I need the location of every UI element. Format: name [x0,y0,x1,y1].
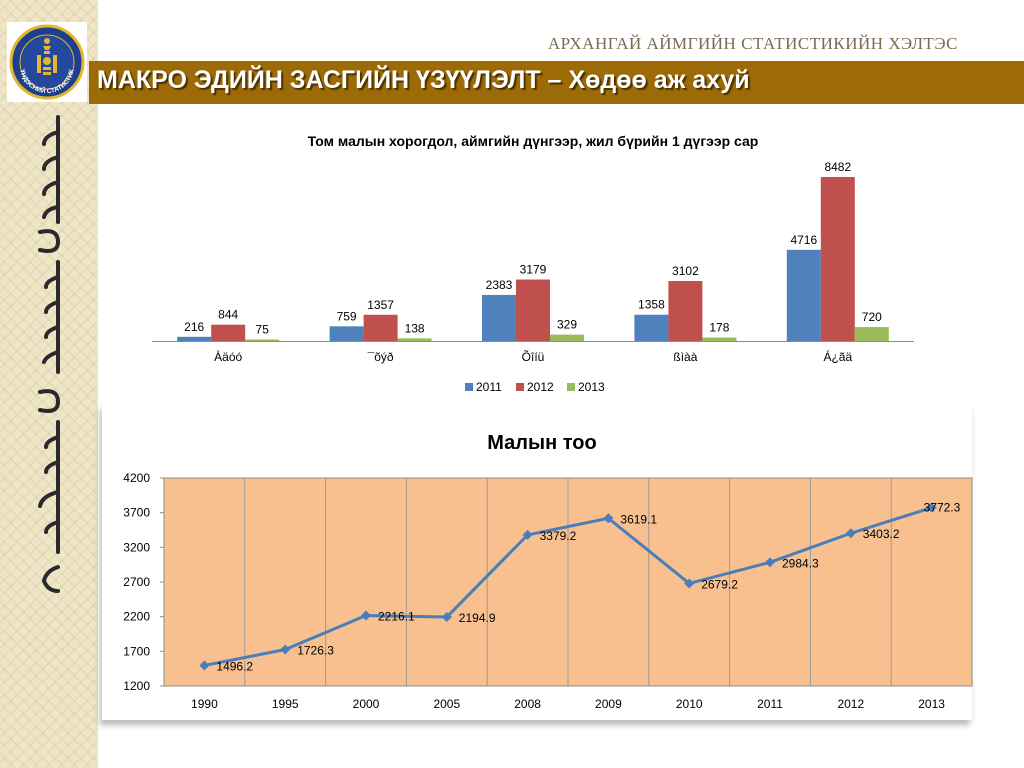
x-tick-label: 2010 [676,697,703,711]
line-chart-title: Малын тоо [487,432,597,454]
bar [786,249,821,341]
legend-label: 2013 [578,380,605,394]
y-tick-label: 2200 [123,610,150,624]
bar [482,294,516,341]
x-tick-label: 1995 [272,697,299,711]
x-tick-label: 1990 [191,697,218,711]
data-label: 3619.1 [620,512,657,526]
data-label: 178 [709,321,729,335]
data-label: 8482 [824,160,851,174]
bar [245,339,280,341]
data-point-marker [280,644,291,655]
category-tick-label: ¯õýð [367,350,394,364]
data-label: 844 [218,308,238,322]
data-label: 3772.3 [924,501,961,515]
legend-label: 2012 [527,380,554,394]
data-point-marker [441,612,452,623]
bar [668,281,703,341]
data-label: 2984.3 [782,556,819,570]
data-label: 138 [405,321,425,335]
data-label: 2383 [486,278,513,292]
legend-swatch [567,383,575,391]
series-line [204,506,933,667]
data-label: 1358 [638,298,665,312]
y-tick-label: 2700 [123,575,150,589]
data-point-marker [765,557,775,568]
bar [516,279,550,341]
livestock-loss-bar-chart: 216 844 75 Àäóó 759 1357 138 ¯õýð 2383 3179 329 Õîí… [152,160,914,394]
legend-label: 2011 [476,380,502,394]
data-label: 1496.2 [216,659,253,673]
data-point-marker [361,610,371,621]
bar [177,336,212,341]
y-tick-label: 3200 [123,540,150,554]
y-tick-label: 1200 [123,679,150,693]
y-tick-label: 4200 [123,471,150,485]
title-banner [89,61,1024,104]
statistics-logo: ҮНДЭСНИЙ СТАТИСТИК [7,22,87,102]
mongolian-script-decoration [38,115,61,593]
category-tick-label: Á¿ãä [823,349,852,364]
data-label: 759 [337,309,357,323]
data-label: 1726.3 [297,644,334,658]
legend-swatch [516,383,524,391]
bar-chart-title: Том малын хорогдол, аймгийн дүнгээр, жил… [307,133,759,149]
slide-title: МАКРО ЭДИЙН ЗАСГИЙН ҮЗҮҮЛЭЛТ – Хөдөө аж … [97,66,750,94]
x-tick-label: 2009 [595,697,622,711]
data-label: 2194.9 [459,611,496,625]
data-point-marker [199,660,210,671]
bar [363,314,398,341]
y-tick-label: 3700 [123,506,150,520]
category-tick-label: ßìàà [673,350,697,364]
data-label: 3179 [520,263,547,277]
x-tick-label: 2000 [353,697,380,711]
bar [397,338,432,341]
bar [854,327,889,341]
data-point-marker [603,513,614,524]
bar [329,326,364,341]
data-label: 1357 [367,298,394,312]
data-label: 216 [184,320,204,334]
bar [634,314,669,341]
data-label: 4716 [790,233,817,247]
bar [820,177,855,341]
data-label: 3403.2 [863,527,900,541]
legend-swatch [465,383,473,391]
data-point-marker [845,528,856,539]
data-point-marker [926,502,937,513]
x-tick-label: 2008 [514,697,541,711]
x-tick-label: 2013 [918,697,945,711]
data-label: 2216.1 [378,610,415,624]
category-tick-label: Õîíü [522,349,545,364]
data-point-marker [522,529,533,540]
data-label: 3379.2 [540,529,577,543]
decorative-side-strip [0,0,98,768]
bar [702,337,737,341]
data-label: 329 [557,318,577,332]
organization-name: АРХАНГАЙ АЙМГИЙН СТАТИСТИКИЙН ХЭЛТЭС [547,34,958,53]
y-tick-label: 1700 [123,644,150,658]
category-tick-label: Àäóó [214,349,242,364]
data-label: 3102 [672,264,699,278]
data-label: 720 [862,310,882,324]
x-tick-label: 2012 [837,697,864,711]
bar [550,334,584,341]
bar [211,324,246,341]
data-label: 75 [256,323,270,337]
data-point-marker [684,578,695,589]
data-label: 2679.2 [701,577,738,591]
x-tick-label: 2005 [433,697,460,711]
x-tick-label: 2011 [757,697,783,711]
